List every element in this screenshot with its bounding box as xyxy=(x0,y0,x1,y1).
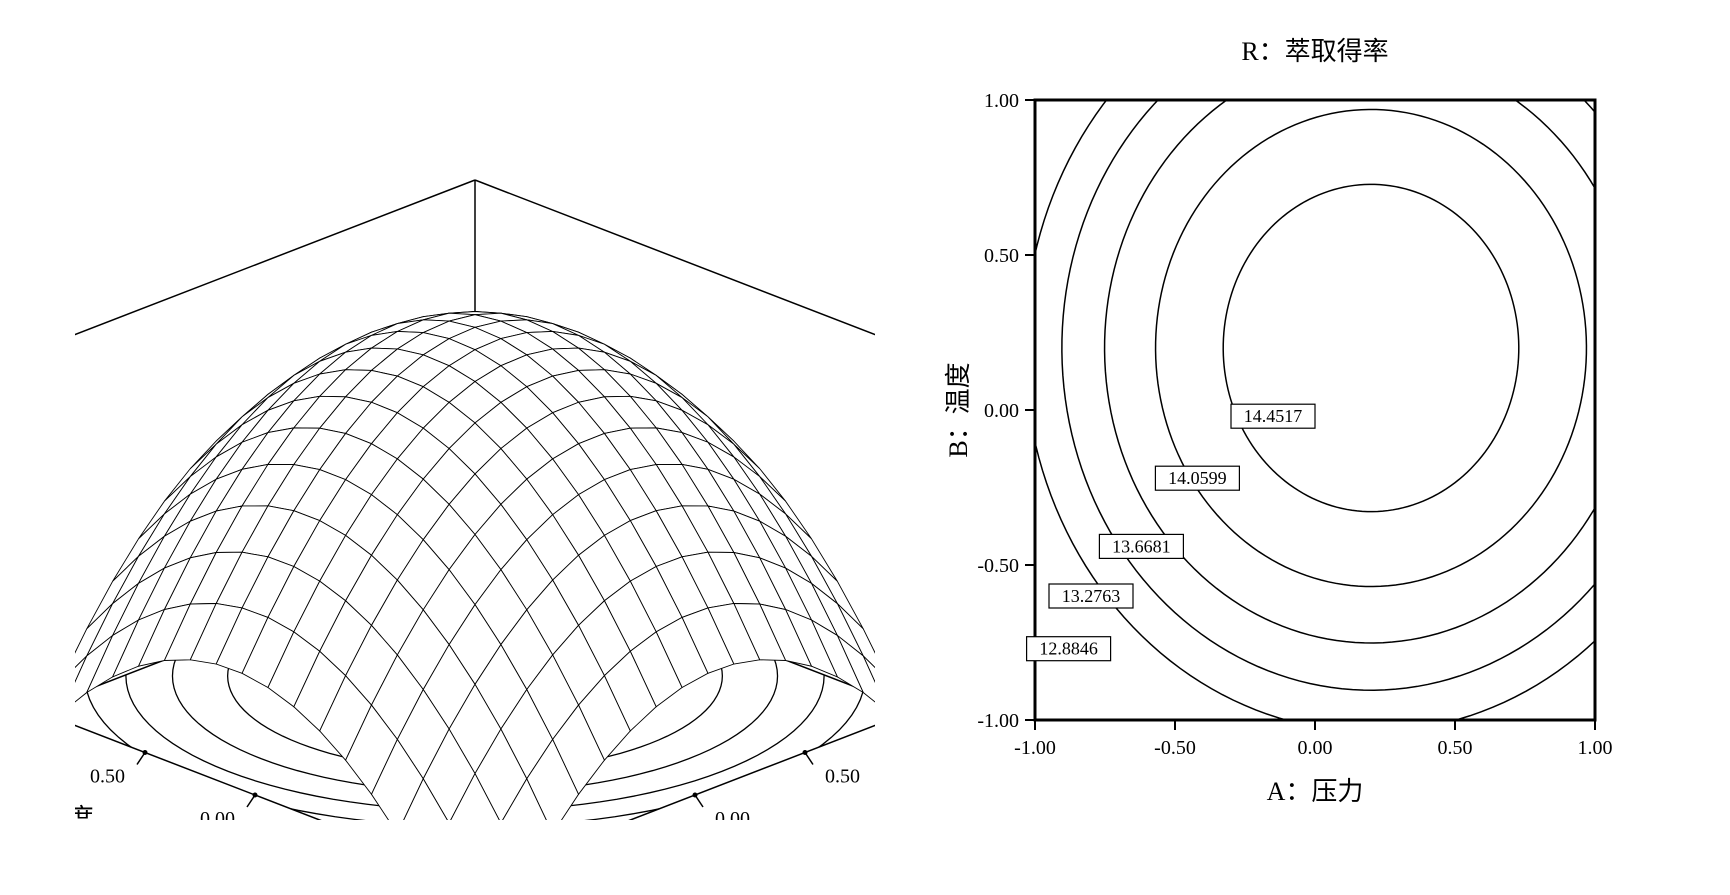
right-contour-panel: -1.00 -0.50 0.00 0.50 1.00 -1.00 -0.50 0.00 0.50… xyxy=(935,20,1655,840)
svg-text:-1.00: -1.00 xyxy=(977,710,1019,732)
b-axis-label: B：温度 xyxy=(75,804,94,820)
svg-text:0.00: 0.00 xyxy=(1298,737,1333,759)
svg-text:0.00: 0.00 xyxy=(984,400,1019,422)
svg-text:0.00: 0.00 xyxy=(715,808,750,820)
surface-3d-chart: 12.413.02513.6514.27514.9R：萃取得率-1.00-0.5… xyxy=(75,20,875,820)
contour-ylabel: B：温度 xyxy=(944,362,973,457)
svg-text:0.50: 0.50 xyxy=(984,245,1019,267)
svg-text:12.8846: 12.8846 xyxy=(1039,639,1098,659)
contour-title: R：萃取得率 xyxy=(1241,37,1388,66)
svg-text:-1.00: -1.00 xyxy=(1014,737,1056,759)
svg-text:13.2763: 13.2763 xyxy=(1062,586,1121,606)
svg-text:1.00: 1.00 xyxy=(984,90,1019,112)
svg-text:1.00: 1.00 xyxy=(1578,737,1613,759)
svg-text:-0.50: -0.50 xyxy=(1154,737,1196,759)
contour-xlabel: A：压力 xyxy=(1267,777,1364,806)
svg-text:14.0599: 14.0599 xyxy=(1168,468,1227,488)
left-3d-panel: 12.413.02513.6514.27514.9R：萃取得率-1.00-0.5… xyxy=(75,20,875,820)
svg-text:13.6681: 13.6681 xyxy=(1112,536,1171,556)
svg-text:0.50: 0.50 xyxy=(1438,737,1473,759)
svg-text:-0.50: -0.50 xyxy=(977,555,1019,577)
svg-text:0.50: 0.50 xyxy=(825,766,860,788)
svg-text:0.00: 0.00 xyxy=(200,808,235,820)
svg-text:14.4517: 14.4517 xyxy=(1244,406,1303,426)
contour-chart: -1.00 -0.50 0.00 0.50 1.00 -1.00 -0.50 0.00 0.50… xyxy=(935,20,1655,840)
svg-text:0.50: 0.50 xyxy=(90,766,125,788)
